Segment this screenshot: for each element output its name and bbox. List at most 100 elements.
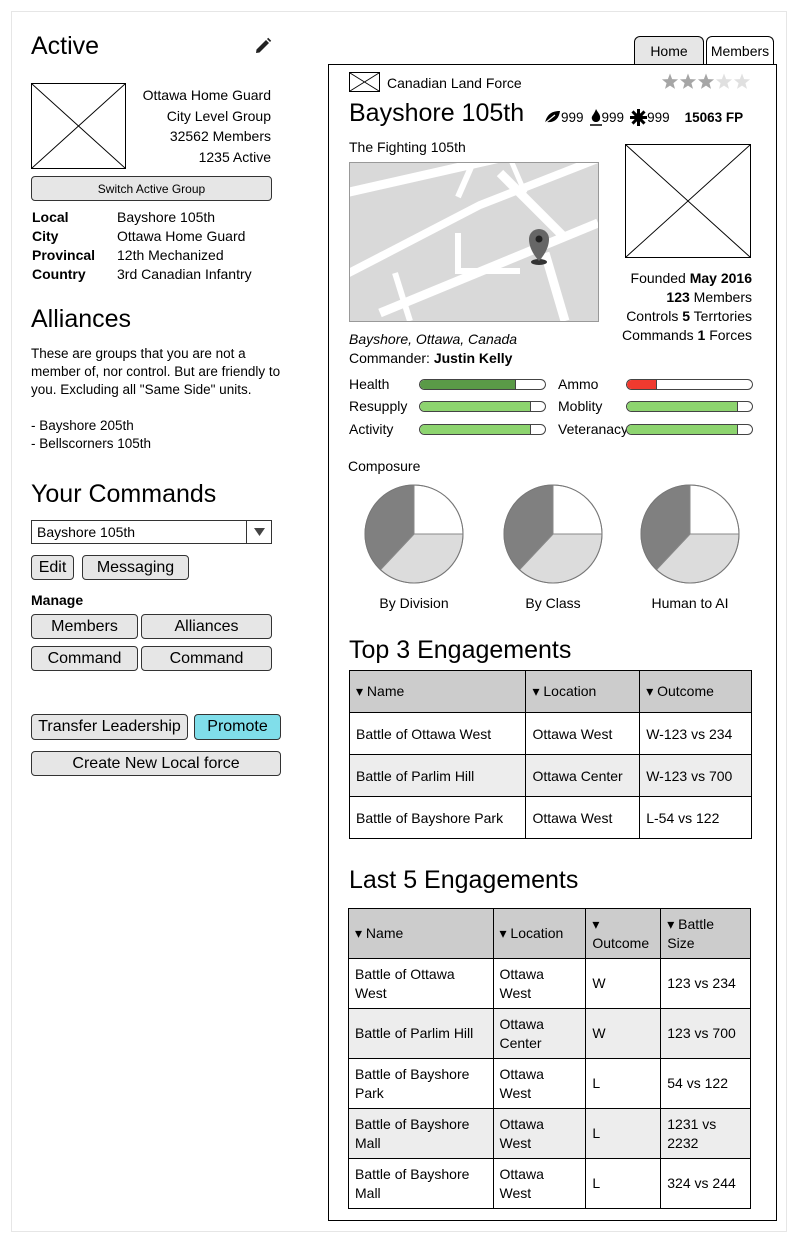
- command-select[interactable]: Bayshore 105th: [31, 520, 272, 544]
- command-button[interactable]: Command: [141, 646, 272, 671]
- top3-table: ▾ Name ▾ Location ▾ Outcome Battle of Ot…: [348, 670, 752, 839]
- cell: W-123 vs 234: [639, 712, 752, 755]
- page: Active Ottawa Home Guard City Level Grou…: [11, 11, 787, 1232]
- cell: Battle of Bayshore Park: [348, 1058, 494, 1109]
- pie-outline: [364, 484, 464, 584]
- pie-label: Human to AI: [651, 595, 729, 611]
- table-row[interactable]: Battle of Ottawa West Ottawa West W 123 …: [348, 958, 751, 1009]
- fact-post: Forces: [705, 327, 752, 343]
- column-header-battle-size[interactable]: ▾ Battle Size: [660, 908, 751, 959]
- star-rating[interactable]: [661, 70, 751, 94]
- cell: L: [585, 1058, 662, 1109]
- create-new-local-force-button[interactable]: Create New Local force: [31, 751, 281, 776]
- column-header-name[interactable]: ▾ Name: [348, 670, 527, 713]
- fp-value: 15063 FP: [684, 109, 744, 125]
- table-row[interactable]: Battle of Parlim Hill Ottawa Center W-12…: [348, 754, 752, 797]
- bar-fill: [627, 425, 738, 434]
- command-button[interactable]: Command: [31, 646, 138, 671]
- table-row[interactable]: Battle of Bayshore Park Ottawa West L-54…: [348, 796, 752, 839]
- cell: 123 vs 234: [660, 958, 751, 1009]
- star-filled-icon[interactable]: [661, 73, 679, 89]
- alliances-desc-line: member of, nor control. But are friendly…: [31, 364, 281, 379]
- fact-post: Terrtories: [690, 308, 752, 324]
- column-header-location[interactable]: ▾ Location: [492, 908, 587, 959]
- alliance-item[interactable]: - Bayshore 205th: [31, 418, 134, 433]
- command-select-value: Bayshore 105th: [37, 524, 136, 540]
- resupply-bar: [419, 401, 546, 412]
- group-info: Ottawa Home Guard City Level Group 32562…: [132, 85, 271, 167]
- org-name: Canadian Land Force: [387, 75, 522, 91]
- level-value: Bayshore 105th: [117, 209, 216, 225]
- cell: Battle of Bayshore Mall: [348, 1158, 494, 1209]
- table-row[interactable]: Battle of Bayshore Mall Ottawa West L 12…: [348, 1108, 751, 1159]
- stat-value: 999: [561, 109, 584, 125]
- health-bar: [419, 379, 546, 390]
- cell: Battle of Parlim Hill: [348, 754, 527, 797]
- tab-home[interactable]: Home: [634, 36, 704, 64]
- alliances-title: Alliances: [31, 305, 132, 333]
- group-image-placeholder: [31, 83, 126, 169]
- last5-title: Last 5 Engagements: [349, 866, 579, 894]
- pie-slice: [689, 484, 740, 535]
- level-key: Country: [32, 266, 86, 282]
- table-row[interactable]: Battle of Bayshore Mall Ottawa West L 32…: [348, 1158, 751, 1209]
- commander: Commander: Justin Kelly: [349, 350, 512, 366]
- cell: Battle of Bayshore Park: [348, 796, 527, 839]
- triangle-down-icon[interactable]: [246, 521, 271, 543]
- messaging-button[interactable]: Messaging: [82, 555, 189, 580]
- table-row[interactable]: Battle of Ottawa West Ottawa West W-123 …: [348, 712, 752, 755]
- fact-line: 123 Members: [622, 288, 752, 307]
- fact-bold: 123: [666, 289, 690, 305]
- star-filled-icon[interactable]: [697, 73, 715, 89]
- table-row[interactable]: Battle of Parlim Hill Ottawa Center W 12…: [348, 1008, 751, 1059]
- pie-slice: [413, 484, 464, 535]
- metric-label: Activity: [349, 421, 394, 437]
- edit-icon[interactable]: [254, 37, 272, 55]
- alliances-desc-line: you. Excluding all "Same Side" units.: [31, 382, 252, 397]
- location-map[interactable]: [349, 162, 599, 322]
- cell: 123 vs 700: [660, 1008, 751, 1059]
- leaf-icon: [544, 111, 560, 124]
- members-button[interactable]: Members: [31, 614, 138, 639]
- metric-label: Moblity: [558, 398, 603, 414]
- cell: L: [585, 1108, 662, 1159]
- level-value: Ottawa Home Guard: [117, 228, 246, 244]
- pie-label: By Division: [379, 595, 449, 611]
- star-empty-icon[interactable]: [715, 73, 733, 89]
- star-filled-icon[interactable]: [679, 73, 697, 89]
- location-text: Bayshore, Ottawa, Canada: [349, 331, 518, 347]
- alliance-item[interactable]: - Bellscorners 105th: [31, 436, 152, 451]
- table-row[interactable]: Battle of Bayshore Park Ottawa West L 54…: [348, 1058, 751, 1109]
- column-header-outcome[interactable]: ▾ Outcome: [639, 670, 752, 713]
- pie-by-class: [503, 484, 603, 584]
- cell: W-123 vs 700: [639, 754, 752, 797]
- fact-pre: Commands: [622, 327, 698, 343]
- alliances-desc-line: These are groups that you are not a: [31, 346, 246, 361]
- cell: Battle of Ottawa West: [348, 712, 527, 755]
- cell: Battle of Bayshore Mall: [348, 1108, 494, 1159]
- column-header-name[interactable]: ▾ Name: [348, 908, 494, 959]
- column-header-outcome[interactable]: ▾ Outcome: [585, 908, 662, 959]
- switch-active-group-button[interactable]: Switch Active Group: [31, 176, 272, 201]
- edit-button[interactable]: Edit: [31, 555, 74, 580]
- fact-post: Members: [689, 289, 752, 305]
- star-empty-icon[interactable]: [733, 73, 751, 89]
- group-info-line: Ottawa Home Guard: [142, 87, 271, 103]
- fact-line: Commands 1 Forces: [622, 326, 752, 345]
- tab-members[interactable]: Members: [706, 36, 774, 64]
- transfer-leadership-button[interactable]: Transfer Leadership: [31, 714, 188, 740]
- ammo-bar: [626, 379, 753, 390]
- promote-button[interactable]: Promote: [194, 714, 281, 740]
- column-header-location[interactable]: ▾ Location: [525, 670, 641, 713]
- mobility-bar: [626, 401, 753, 412]
- cell: 54 vs 122: [660, 1058, 751, 1109]
- last5-table: ▾ Name ▾ Location ▾ Outcome ▾ Battle Siz…: [348, 908, 751, 1209]
- cell: 324 vs 244: [660, 1158, 751, 1209]
- alliances-list: - Bayshore 205th - Bellscorners 105th: [31, 417, 151, 453]
- level-key: Local: [32, 209, 69, 225]
- fact-line: Controls 5 Terrtories: [622, 307, 752, 326]
- activity-bar: [419, 424, 546, 435]
- alliances-button[interactable]: Alliances: [141, 614, 272, 639]
- pie-label: By Class: [525, 595, 581, 611]
- group-info-line: 32562 Members: [169, 128, 271, 144]
